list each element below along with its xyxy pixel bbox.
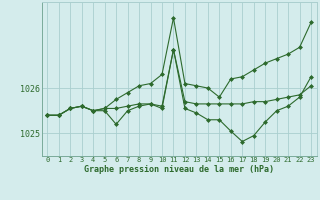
X-axis label: Graphe pression niveau de la mer (hPa): Graphe pression niveau de la mer (hPa) xyxy=(84,165,274,174)
